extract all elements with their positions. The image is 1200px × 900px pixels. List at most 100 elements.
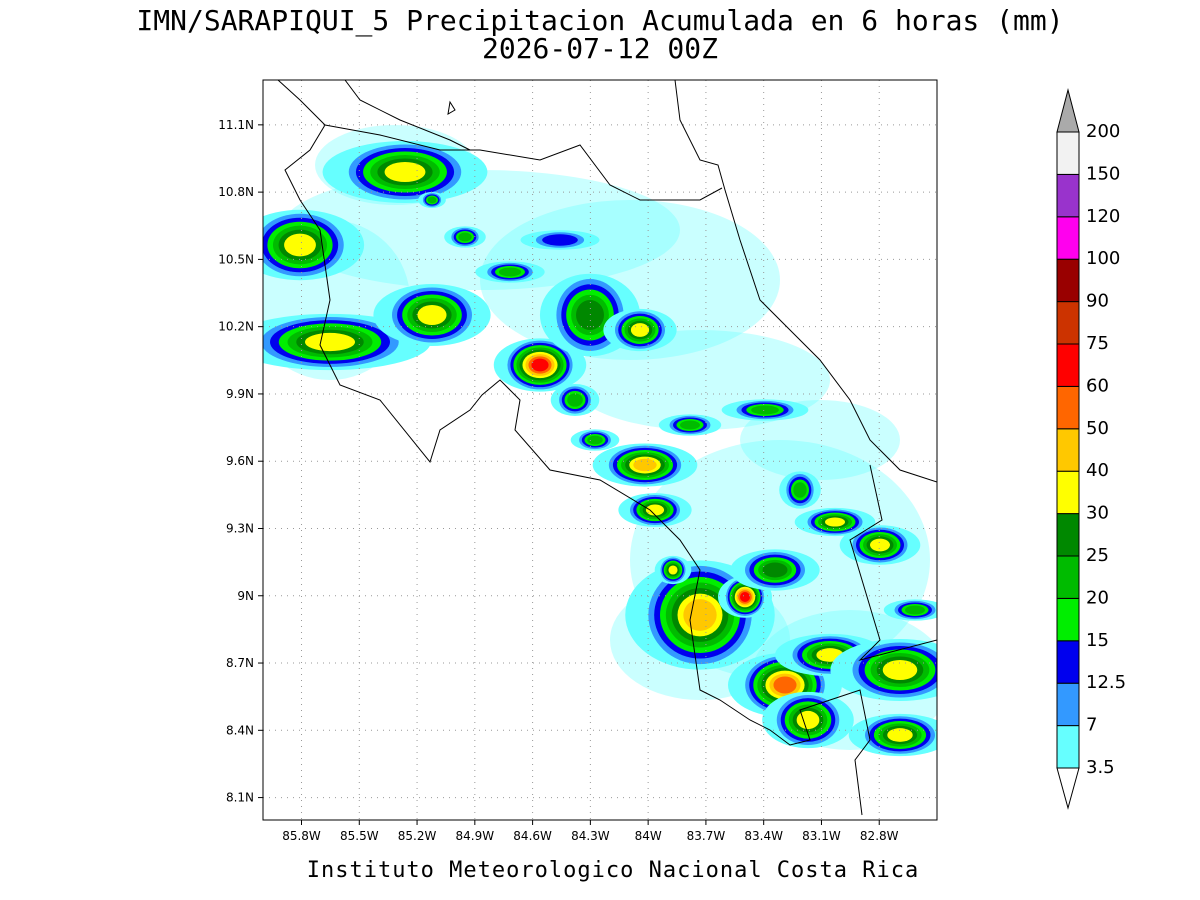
colorbar-label: 90: [1086, 291, 1109, 312]
y-tick-label: 10.2N: [218, 320, 254, 334]
precip-cell: [630, 323, 650, 337]
precip-cell: [427, 196, 437, 204]
precip-cell: [773, 676, 797, 694]
precipitation-field: [263, 125, 937, 757]
precip-cell: [680, 420, 700, 430]
precip-cell: [645, 504, 665, 516]
y-tick-label: 8.1N: [226, 791, 254, 805]
x-tick-label: 84.6W: [513, 829, 552, 843]
colorbar-label: 7: [1086, 715, 1097, 736]
colorbar-box: [1056, 682, 1080, 727]
precip-cell: [531, 358, 549, 372]
colorbar-label: 30: [1086, 503, 1109, 524]
x-tick-label: 84.3W: [571, 829, 610, 843]
precip-cell: [305, 332, 355, 352]
island: [447, 100, 456, 115]
colorbar-label: 200: [1086, 121, 1120, 142]
y-tick-label: 9.9N: [226, 387, 254, 401]
x-tick-label: 85.8W: [282, 829, 321, 843]
axes: 85.8W 85.5W 85.2W 84.9W 84.6W 84.3W 84W 83.7W 83…: [218, 118, 898, 843]
south-border: [849, 464, 937, 661]
precip-cell: [762, 562, 788, 578]
colorbar-label: 40: [1086, 460, 1109, 481]
chart-subtitle: 2026-07-12 00Z: [482, 32, 718, 65]
precip-cell: [887, 728, 913, 742]
grid: [263, 80, 937, 820]
x-tick-label: 83.7W: [687, 829, 726, 843]
colorbar-box: [1056, 343, 1080, 387]
precip-cell: [384, 162, 426, 182]
colorbar-label: 3.5: [1086, 757, 1115, 778]
precip-cell: [825, 517, 845, 527]
y-tick-label: 8.4N: [226, 723, 254, 737]
x-tick-label: 85.2W: [398, 829, 437, 843]
precip-cell: [740, 592, 750, 602]
colorbar-label: 60: [1086, 375, 1109, 396]
colorbar-box: [1056, 428, 1080, 472]
precip-cell: [793, 482, 807, 498]
colorbar-over: [1056, 88, 1080, 133]
colorbar-label: 100: [1086, 248, 1120, 269]
y-tick-label: 10.8N: [218, 185, 254, 199]
y-tick-label: 9.3N: [226, 521, 254, 535]
precip-cell: [417, 305, 447, 325]
precip-cell: [870, 538, 890, 552]
y-tick-label: 11.1N: [218, 118, 254, 132]
precip-cell: [284, 233, 316, 257]
y-tick-label: 8.7N: [226, 656, 254, 670]
lake-shore: [344, 80, 471, 151]
precip-cell: [567, 393, 583, 407]
precip-cell: [683, 599, 717, 631]
colorbar-box: [1056, 131, 1080, 175]
colorbar-box: [1056, 385, 1080, 430]
x-tick-label: 85.5W: [340, 829, 379, 843]
y-tick-label: 9N: [237, 589, 254, 603]
colorbar-label: 75: [1086, 333, 1109, 354]
x-tick-label: 83.4W: [744, 829, 783, 843]
precip-cell: [796, 710, 820, 730]
colorbar-label: 120: [1086, 206, 1120, 227]
caribbean-coast: [674, 80, 937, 483]
x-tick-label: 84W: [635, 829, 662, 843]
colorbar-box: [1056, 555, 1080, 599]
y-tick-label: 10.5N: [218, 252, 254, 266]
precip-cell: [905, 605, 925, 615]
colorbar-box: [1056, 258, 1080, 303]
colorbar-box: [1056, 725, 1080, 769]
chart-title: IMN/SARAPIQUI_5 Precipitacion Acumulada …: [136, 4, 1063, 38]
colorbar-box: [1056, 173, 1080, 218]
colorbar-label: 150: [1086, 163, 1120, 184]
y-tick-label: 9.6N: [226, 454, 254, 468]
colorbar-label: 20: [1086, 587, 1109, 608]
colorbar-box: [1056, 470, 1080, 515]
precip-cell: [542, 234, 578, 246]
precip-cell: [633, 458, 657, 472]
colorbar-box: [1056, 640, 1080, 684]
colorbar-label: 25: [1086, 545, 1109, 566]
x-tick-label: 84.9W: [456, 829, 495, 843]
precip-cell: [458, 232, 472, 242]
precip-cell: [587, 435, 603, 445]
colorbar-under: [1056, 767, 1080, 810]
precip-cell: [751, 405, 779, 415]
pacific-coast: [277, 80, 871, 816]
x-tick-label: 82.8W: [860, 829, 899, 843]
precip-cell: [882, 660, 918, 680]
colorbar-box: [1056, 597, 1080, 642]
footer: Instituto Meteorologico Nacional Costa R…: [307, 858, 920, 883]
precip-cell: [668, 565, 678, 575]
coastlines: [277, 80, 937, 816]
precip-cell: [498, 267, 522, 277]
colorbar: 3.5 7 12.5 15 20 25 30 40 50 60 75 90 100 120 150 200: [1056, 88, 1126, 810]
colorbar-box: [1056, 301, 1080, 345]
north-border: [324, 124, 723, 201]
colorbar-box: [1056, 216, 1080, 260]
colorbar-label: 15: [1086, 630, 1109, 651]
map-frame: [262, 79, 938, 821]
colorbar-label: 12.5: [1086, 672, 1126, 693]
colorbar-box: [1056, 513, 1080, 557]
x-tick-label: 83.1W: [802, 829, 841, 843]
colorbar-label: 50: [1086, 418, 1109, 439]
